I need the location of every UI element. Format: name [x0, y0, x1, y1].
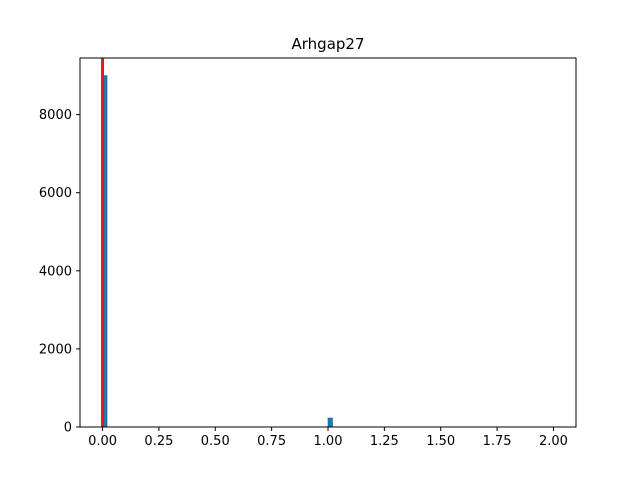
- y-tick-label-4: 8000: [39, 108, 72, 123]
- x-tick-label-8: 2.00: [539, 434, 568, 449]
- x-tick-label-5: 1.25: [370, 434, 399, 449]
- y-tick-label-2: 4000: [39, 264, 72, 279]
- x-tick-label-6: 1.50: [426, 434, 455, 449]
- y-tick-label-1: 2000: [39, 342, 72, 357]
- y-tick-label-0: 0: [64, 421, 72, 436]
- x-axis: 0.00 0.25 0.50 0.75 1.00 1.25 1.50 1.75 2.00: [88, 427, 568, 449]
- x-tick-label-3: 0.75: [257, 434, 286, 449]
- chart-title: Arhgap27: [292, 35, 365, 53]
- y-axis: 0 2000 4000 6000 8000: [39, 108, 80, 436]
- x-tick-label-2: 0.50: [201, 434, 230, 449]
- x-tick-label-4: 1.00: [314, 434, 343, 449]
- histogram-bar-1: [327, 417, 333, 428]
- y-tick-label-3: 6000: [39, 186, 72, 201]
- x-tick-label-0: 0.00: [88, 434, 117, 449]
- x-tick-label-1: 0.25: [144, 434, 173, 449]
- x-tick-label-7: 1.75: [483, 434, 512, 449]
